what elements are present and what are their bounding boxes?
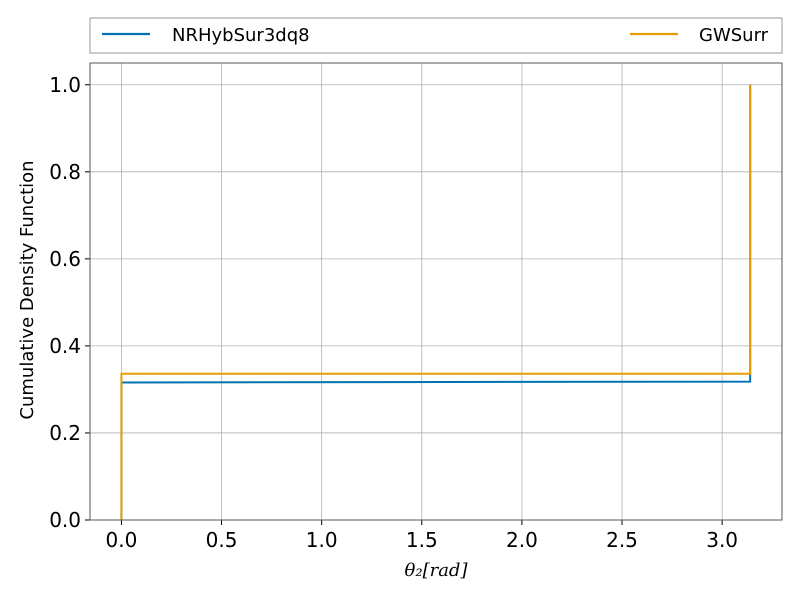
x-tick-label: 0.5 — [206, 528, 238, 552]
y-tick-label: 0.4 — [49, 334, 81, 358]
series-lines — [120, 84, 752, 520]
legend-label-gwsurr: GWSurr — [699, 25, 769, 46]
x-tick-label: 3.0 — [706, 528, 738, 552]
plot-frame — [89, 62, 783, 521]
y-axis-label: Cumulative Density Function — [17, 160, 38, 419]
x-tick-label: 1.0 — [306, 528, 338, 552]
y-tick-label: 1.0 — [49, 73, 81, 97]
legend-label-nrhybsur3dq8: NRHybSur3dq8 — [172, 25, 310, 46]
x-tick-label: 2.5 — [606, 528, 638, 552]
legend: NRHybSur3dq8 GWSurr — [89, 17, 783, 54]
x-tick-label: 0.0 — [106, 528, 138, 552]
y-tick-label: 0.2 — [49, 421, 81, 445]
x-axis-ticks: 0.0 0.5 1.0 1.5 2.0 2.5 3.0 — [106, 520, 738, 552]
y-tick-label: 0.0 — [49, 508, 81, 532]
y-tick-label: 0.6 — [49, 247, 81, 271]
x-tick-label: 1.5 — [406, 528, 438, 552]
x-axis-label: θ₂[rad] — [405, 560, 469, 581]
series-line-gwsurr — [120, 84, 752, 520]
x-tick-label: 2.0 — [506, 528, 538, 552]
y-tick-label: 0.8 — [49, 160, 81, 184]
y-axis-ticks: 0.0 0.2 0.4 0.6 0.8 1.0 — [49, 73, 90, 532]
legend-frame — [89, 17, 783, 54]
